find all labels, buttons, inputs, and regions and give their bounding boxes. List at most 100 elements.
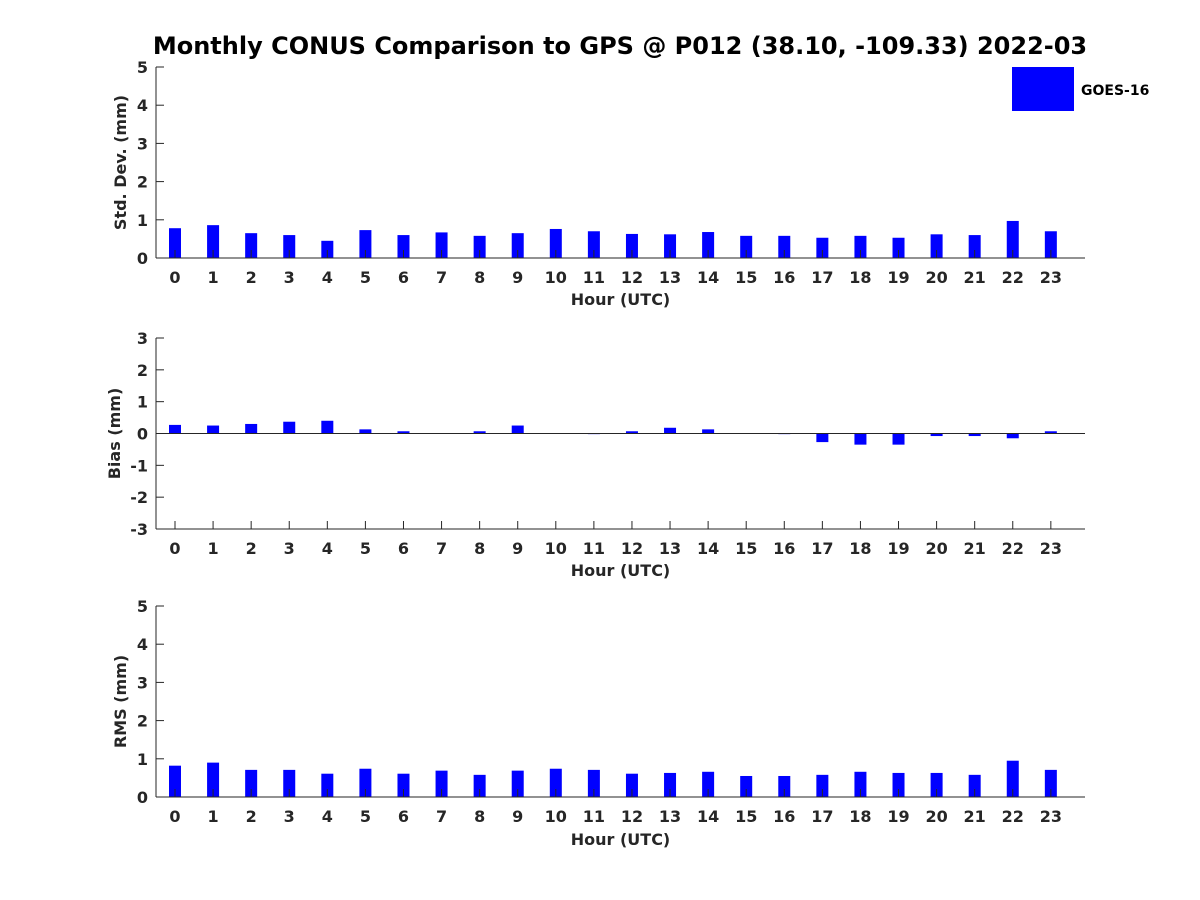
x-tick-label: 2: [246, 539, 257, 558]
bar-hour-0: [169, 424, 181, 434]
legend: GOES-16: [1012, 67, 1149, 111]
x-tick-label: 23: [1040, 807, 1062, 826]
bar-hour-21: [968, 774, 981, 797]
y-tick-label: 2: [137, 361, 148, 380]
bar-hour-0: [169, 765, 181, 797]
bar-hour-22: [1006, 433, 1019, 439]
bar-hour-9: [511, 770, 524, 797]
y-tick-label: 2: [137, 173, 148, 192]
bar-hour-14: [702, 771, 715, 797]
bar-hour-13: [664, 234, 677, 258]
bar-hour-20: [930, 433, 943, 437]
x-tick-label: 15: [735, 268, 757, 287]
x-tick-label: 21: [964, 807, 986, 826]
x-tick-label: 16: [773, 268, 795, 287]
x-tick-label: 17: [811, 539, 833, 558]
y-axis-label: Std. Dev. (mm): [111, 95, 130, 230]
x-tick-label: 3: [284, 539, 295, 558]
bar-hour-12: [625, 431, 638, 434]
bar-hour-23: [1044, 231, 1057, 258]
x-tick-label: 6: [398, 539, 409, 558]
bar-hour-23: [1044, 431, 1057, 434]
x-tick-label: 12: [621, 807, 643, 826]
x-tick-label: 22: [1002, 807, 1024, 826]
x-tick-label: 4: [322, 539, 333, 558]
bar-hour-18: [854, 235, 867, 258]
bar-hour-16: [778, 775, 791, 797]
x-tick-label: 22: [1002, 268, 1024, 287]
y-tick-label: -3: [130, 520, 148, 539]
bar-hour-3: [283, 421, 296, 434]
bar-hour-1: [207, 762, 220, 797]
x-tick-label: 8: [474, 268, 485, 287]
x-tick-label: 15: [735, 539, 757, 558]
bar-hour-8: [473, 235, 486, 258]
x-tick-label: 12: [621, 539, 643, 558]
x-tick-label: 18: [849, 807, 871, 826]
x-tick-label: 16: [773, 539, 795, 558]
bar-hour-22: [1006, 760, 1019, 797]
x-tick-label: 7: [436, 268, 447, 287]
x-tick-label: 19: [887, 268, 909, 287]
bar-hour-1: [207, 225, 220, 258]
x-tick-label: 5: [360, 268, 371, 287]
bar-hour-20: [930, 234, 943, 258]
bar-hour-13: [664, 772, 677, 797]
bar-hour-5: [359, 768, 372, 797]
bar-hour-0: [169, 228, 181, 258]
y-tick-label: 0: [137, 788, 148, 807]
x-tick-label: 6: [398, 268, 409, 287]
bar-hour-4: [321, 240, 334, 258]
x-tick-label: 19: [887, 807, 909, 826]
x-tick-label: 9: [512, 539, 523, 558]
bar-hour-21: [968, 433, 981, 437]
y-tick-label: -2: [130, 488, 148, 507]
x-tick-label: 23: [1040, 539, 1062, 558]
bar-hour-5: [359, 429, 372, 434]
x-tick-label: 20: [925, 539, 947, 558]
bar-hour-6: [397, 235, 410, 258]
bar-hour-6: [397, 773, 410, 797]
bar-hour-21: [968, 235, 981, 258]
bar-hour-7: [435, 770, 448, 797]
bar-hour-19: [892, 237, 905, 258]
x-tick-label: 13: [659, 268, 681, 287]
x-tick-label: 2: [246, 268, 257, 287]
bar-hour-14: [702, 429, 715, 434]
x-tick-label: 14: [697, 807, 719, 826]
bar-hour-11: [587, 231, 600, 258]
x-tick-label: 15: [735, 807, 757, 826]
x-tick-label: 7: [436, 807, 447, 826]
x-tick-label: 0: [169, 807, 180, 826]
bar-hour-14: [702, 232, 715, 258]
x-axis-label: Hour (UTC): [571, 290, 671, 309]
bar-hour-1: [207, 425, 220, 434]
y-tick-label: 5: [137, 58, 148, 77]
bar-hour-15: [740, 775, 753, 797]
legend-label: GOES-16: [1081, 83, 1149, 99]
x-tick-label: 12: [621, 268, 643, 287]
x-tick-label: 21: [964, 268, 986, 287]
bar-hour-15: [740, 235, 753, 258]
bar-hour-9: [511, 425, 524, 434]
bar-hour-18: [854, 771, 867, 797]
x-tick-label: 9: [512, 807, 523, 826]
x-tick-label: 4: [322, 807, 333, 826]
chart-title: Monthly CONUS Comparison to GPS @ P012 (…: [153, 32, 1087, 60]
x-tick-label: 5: [360, 807, 371, 826]
bar-hour-6: [397, 431, 410, 434]
bar-hour-7: [435, 232, 448, 258]
bar-hour-10: [549, 228, 562, 258]
x-tick-label: 1: [208, 539, 219, 558]
y-tick-label: 1: [137, 211, 148, 230]
bar-hour-11: [587, 769, 600, 797]
y-tick-label: 3: [137, 329, 148, 348]
x-tick-label: 10: [545, 268, 567, 287]
bar-hour-16: [778, 235, 791, 258]
y-tick-label: 1: [137, 393, 148, 412]
x-tick-label: 18: [849, 539, 871, 558]
bar-hour-4: [321, 420, 334, 434]
